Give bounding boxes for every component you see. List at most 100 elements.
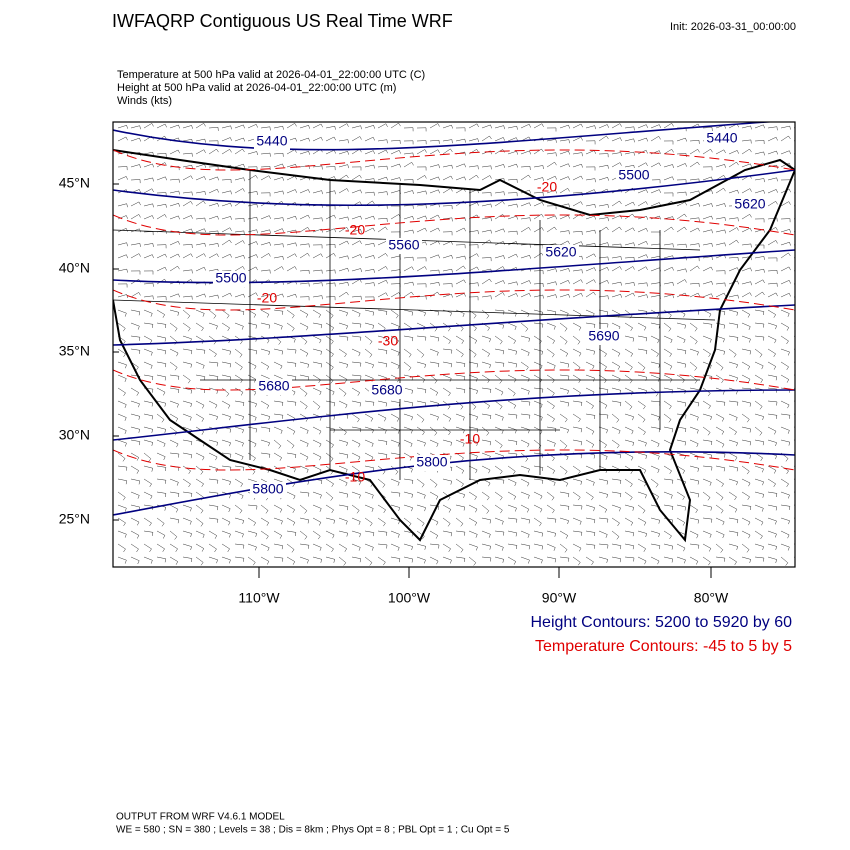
wind-barb [468,138,479,143]
wind-barb [208,465,218,473]
wind-barb [195,335,205,344]
wind-barb [403,504,413,512]
wind-barb [689,504,698,514]
wind-barb [533,348,544,355]
wind-barb [260,543,270,552]
wind-barb [494,387,504,396]
wind-barb [325,269,336,274]
wind-barb [169,439,179,448]
wind-barb [780,135,791,142]
wind-barb [273,266,284,272]
wind-barb [702,215,713,220]
wind-barb [702,452,712,459]
wind-barb [247,517,257,526]
wind-barb [728,239,739,246]
wind-barb [624,439,635,446]
wind-barb [598,164,609,169]
wind-barb [455,413,465,421]
wind-barb [403,190,414,195]
wind-barb [741,348,752,355]
height-legend: Height Contours: 5200 to 5920 by 60 [530,614,792,631]
wind-barb [364,178,375,183]
wind-barb [130,439,141,446]
wind-barb [260,175,271,181]
wind-barb [468,335,478,344]
wind-barb [715,164,726,168]
wind-barb [299,189,310,194]
wind-barb [728,400,739,406]
wind-barb [143,439,154,446]
wind-barb [286,556,296,565]
wind-barb [182,244,193,249]
wind-barb [195,217,206,222]
wind-barb [351,413,360,423]
wind-barb [403,256,414,261]
wind-barb [390,335,400,344]
wind-barb [442,400,451,410]
wind-barb [559,335,568,345]
wind-barb [754,413,764,421]
wind-barb [754,291,765,298]
wind-barb [741,243,752,248]
wind-barb [221,190,232,195]
wind-barb [520,478,530,487]
wind-barb [351,530,361,538]
wind-barb [624,530,635,537]
wind-barb [780,543,790,551]
wind-barb [299,335,308,345]
wind-barb [533,192,544,196]
wind-barb [507,543,518,550]
wind-barb [767,150,778,155]
wind-barb [611,137,622,142]
wind-barb [364,517,373,527]
wind-barb [572,504,583,510]
wind-barb [650,348,659,357]
wind-barb [325,439,334,448]
wind-barb [416,361,427,368]
wind-barb [403,413,413,421]
wind-barb [689,517,700,524]
wind-barb [221,253,232,259]
wind-barb [689,465,700,472]
wind-barb [325,374,334,384]
wind-barb [689,178,700,183]
wind-barb [416,556,426,564]
wind-barb [299,165,310,169]
wind-barb [455,176,466,181]
wind-barb [520,335,531,342]
wind-barb [481,295,492,300]
wind-barb [416,190,427,195]
wind-barb [351,517,361,525]
wind-barb [637,162,648,168]
wind-barb [572,231,583,235]
wind-barb [494,374,503,384]
wind-barb [351,189,362,194]
wind-barb [338,400,348,409]
wind-barb [780,322,790,331]
wind-barb [715,452,726,458]
wind-barb [299,243,310,248]
wind-barb [624,491,633,501]
wind-barb [377,176,388,181]
wind-barb [637,465,647,474]
wind-barb [221,125,232,130]
wind-barb [299,214,310,220]
wind-barb [780,400,790,409]
wind-barb [299,282,310,287]
wind-barb [312,244,323,249]
wind-barb [442,124,453,129]
wind-barb [260,215,271,220]
wind-barb [507,439,518,446]
wind-barb [351,426,362,433]
wind-barb [312,348,323,355]
wind-barb [429,335,440,342]
wind-barb [559,465,568,475]
wind-barb [676,504,687,511]
wind-barb [208,543,217,553]
wind-barb [767,177,778,182]
wind-barb [780,478,789,488]
wind-barb [676,361,687,368]
wind-barb [195,228,206,233]
wind-barb [429,478,438,488]
